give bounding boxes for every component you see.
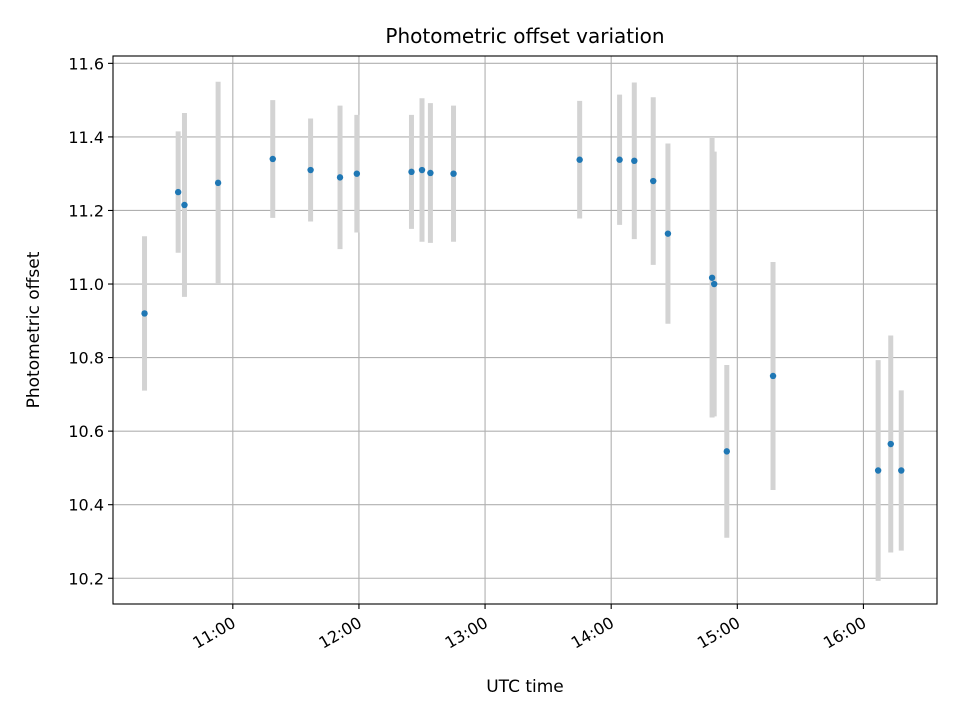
data-point — [708, 274, 716, 281]
error-bars — [142, 81, 904, 581]
data-point — [650, 177, 657, 185]
data-point — [408, 168, 415, 176]
plot-frame — [112, 55, 938, 605]
data-point — [174, 188, 182, 196]
data-point — [631, 157, 638, 165]
x-tick-label: 16:00 — [820, 613, 869, 653]
y-tick-label: 10.8 — [68, 349, 104, 368]
data-points — [141, 155, 905, 474]
x-axis-ticks: 11:00 12:00 13:00 14:00 15:00 16:00 — [189, 604, 869, 653]
data-point — [269, 155, 276, 163]
y-tick-label: 10.6 — [68, 422, 104, 441]
y-tick-label: 11.6 — [68, 54, 104, 73]
data-point — [336, 174, 344, 181]
data-point — [664, 230, 672, 237]
data-point — [723, 448, 730, 455]
y-axis-ticks: 10.2 10.4 10.6 10.8 11.0 11.2 11.4 11.6 — [68, 54, 113, 588]
x-tick-label: 14:00 — [568, 613, 617, 653]
data-point — [887, 440, 894, 448]
x-axis-label: UTC time — [486, 677, 564, 697]
grid-lines — [113, 56, 937, 604]
data-point — [450, 170, 457, 177]
y-tick-label: 11.2 — [68, 201, 104, 220]
data-point — [576, 156, 583, 163]
data-point — [353, 170, 361, 177]
chart-title: Photometric offset variation — [385, 24, 664, 48]
data-point — [710, 280, 718, 288]
x-tick-label: 11:00 — [189, 613, 238, 653]
data-point — [769, 372, 777, 380]
y-tick-label: 11.0 — [68, 275, 104, 294]
y-axis-label: Photometric offset — [24, 251, 44, 408]
data-point — [874, 467, 882, 474]
y-tick-label: 10.2 — [68, 569, 104, 588]
y-tick-label: 10.4 — [68, 496, 104, 515]
x-tick-label: 12:00 — [316, 613, 365, 653]
data-point — [181, 201, 188, 209]
data-point — [214, 179, 222, 187]
data-point — [307, 166, 314, 174]
data-point — [418, 166, 426, 174]
data-point — [141, 310, 148, 317]
data-point — [616, 156, 623, 163]
x-tick-label: 15:00 — [694, 613, 743, 653]
x-tick-label: 13:00 — [442, 613, 491, 653]
y-tick-label: 11.4 — [68, 128, 104, 147]
data-point — [427, 169, 434, 177]
data-point — [898, 467, 905, 474]
